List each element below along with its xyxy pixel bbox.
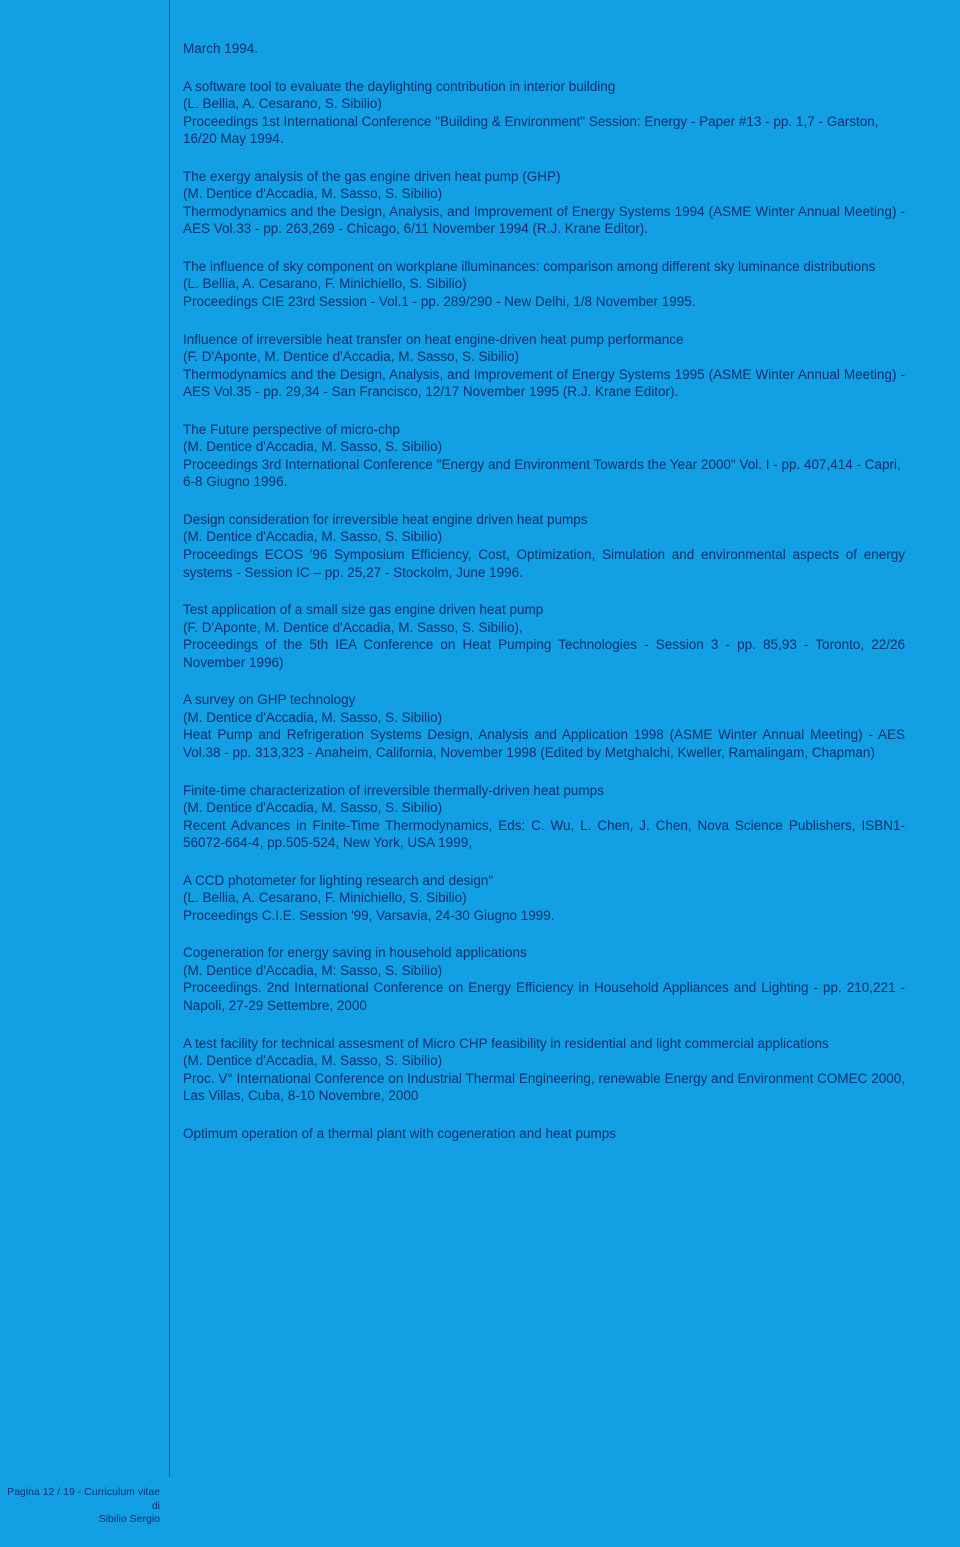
entry-line: Thermodynamics and the Design, Analysis,… [183,366,905,401]
publication-entry: The exergy analysis of the gas engine dr… [183,168,905,238]
publication-entry: Finite-time characterization of irrevers… [183,782,905,852]
entry-line: Design consideration for irreversible he… [183,511,905,529]
publication-entry: Test application of a small size gas eng… [183,601,905,671]
entry-line: Proceedings. 2nd International Conferenc… [183,979,905,1014]
publication-entry: A software tool to evaluate the daylight… [183,78,905,148]
publication-entry: A test facility for technical assesment … [183,1035,905,1105]
entry-line: Proceedings 1st International Conference… [183,113,905,148]
entry-line: (M. Dentice d'Accadia, M: Sasso, S. Sibi… [183,962,905,980]
entry-line: Proceedings ECOS '96 Symposium Efficienc… [183,546,905,581]
footer-page-label: Pagina 12 / 19 - Curriculum vitae di [0,1486,160,1513]
publication-entry: Cogeneration for energy saving in househ… [183,944,905,1014]
entry-line: (M. Dentice d'Accadia, M. Sasso, S. Sibi… [183,185,905,203]
cv-page: March 1994. A software tool to evaluate t… [0,0,960,1547]
entry-line: Proceedings 3rd International Conference… [183,456,905,491]
entry-line: A CCD photometer for lighting research a… [183,872,905,890]
entry-line: (M. Dentice d'Accadia, M. Sasso, S. Sibi… [183,528,905,546]
entry-line: (M. Dentice d'Accadia, M. Sasso, S. Sibi… [183,1052,905,1070]
publication-entry: A survey on GHP technology(M. Dentice d'… [183,691,905,761]
entry-line: (M. Dentice d'Accadia, M. Sasso, S. Sibi… [183,799,905,817]
entry-line: March 1994. [183,40,905,58]
entry-line: The Future perspective of micro-chp [183,421,905,439]
publication-entry: The influence of sky component on workpl… [183,258,905,311]
entry-line: Optimum operation of a thermal plant wit… [183,1125,905,1143]
entry-line: Influence of irreversible heat transfer … [183,331,905,349]
entry-line: A test facility for technical assesment … [183,1035,905,1053]
publication-entry: The Future perspective of micro-chp(M. D… [183,421,905,491]
entry-line: (L. Bellia, A. Cesarano, F. Minichiello,… [183,275,905,293]
publication-entry: Design consideration for irreversible he… [183,511,905,581]
entry-line: (L. Bellia, A. Cesarano, F. Minichiello,… [183,889,905,907]
publication-entry: A CCD photometer for lighting research a… [183,872,905,925]
entry-line: Thermodynamics and the Design, Analysis,… [183,203,905,238]
sidebar-divider [169,0,170,1477]
entry-line: (L. Bellia, A. Cesarano, S. Sibilio) [183,95,905,113]
entry-line: Finite-time characterization of irrevers… [183,782,905,800]
entry-line: A software tool to evaluate the daylight… [183,78,905,96]
entry-line: (M. Dentice d'Accadia, M. Sasso, S. Sibi… [183,709,905,727]
entry-line: Recent Advances in Finite-Time Thermodyn… [183,817,905,852]
publication-entry: March 1994. [183,40,905,58]
entry-line: Proceedings of the 5th IEA Conference on… [183,636,905,671]
entry-line: (F. D'Aponte, M. Dentice d'Accadia, M. S… [183,348,905,366]
entry-line: Test application of a small size gas eng… [183,601,905,619]
entry-line: Proc. V° International Conference on Ind… [183,1070,905,1105]
publications-content: March 1994. A software tool to evaluate t… [183,0,905,1242]
footer-name: Sibilio Sergio [0,1513,160,1527]
publication-entry: Influence of irreversible heat transfer … [183,331,905,401]
entry-line: (F. D'Aponte, M. Dentice d'Accadia, M. S… [183,619,905,637]
entry-line: The influence of sky component on workpl… [183,258,905,276]
entry-line: A survey on GHP technology [183,691,905,709]
entry-line: Proceedings CIE 23rd Session - Vol.1 - p… [183,293,905,311]
entry-line: Cogeneration for energy saving in househ… [183,944,905,962]
publication-entry: Optimum operation of a thermal plant wit… [183,1125,905,1143]
entry-line: (M. Dentice d'Accadia, M. Sasso, S. Sibi… [183,438,905,456]
entry-line: Heat Pump and Refrigeration Systems Desi… [183,726,905,761]
page-footer: Pagina 12 / 19 - Curriculum vitae di Sib… [0,1486,160,1527]
entry-line: The exergy analysis of the gas engine dr… [183,168,905,186]
entry-line: Proceedings C.I.E. Session '99, Varsavia… [183,907,905,925]
